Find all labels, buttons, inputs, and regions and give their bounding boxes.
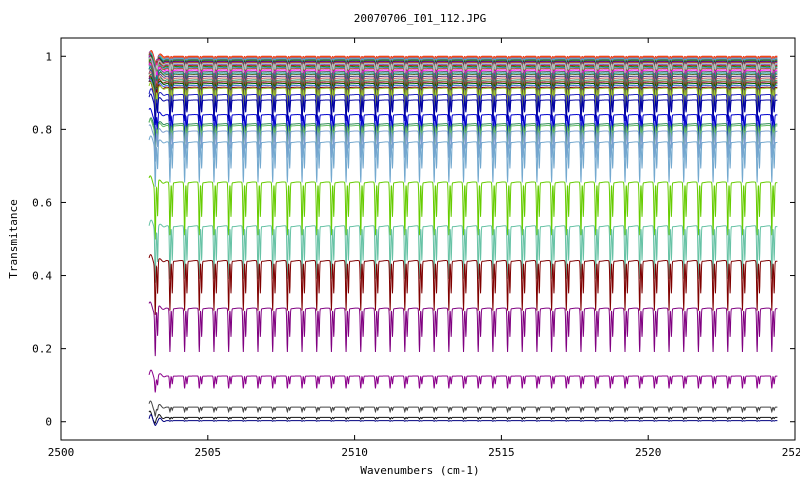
y-axis-tick-label: 1 <box>45 50 52 63</box>
spectrum-series-line <box>148 414 778 426</box>
spectrum-series-line <box>148 219 778 283</box>
x-axis-label: Wavenumbers (cm-1) <box>360 464 479 477</box>
x-axis-tick-label: 2505 <box>195 446 222 459</box>
spectrum-series-line <box>148 301 778 357</box>
x-axis-tick-label: 2510 <box>341 446 368 459</box>
y-axis-tick-label: 0.6 <box>32 196 52 209</box>
y-axis-label: Transmitance <box>7 199 20 278</box>
spectrum-series-line <box>148 56 778 78</box>
y-axis-tick-label: 0.2 <box>32 343 52 356</box>
y-axis-ticks: 0 0.2 0.4 0.6 0.8 1 <box>32 50 795 429</box>
x-axis-tick-label: 2525 <box>782 446 800 459</box>
spectrum-series-line <box>148 135 778 187</box>
spectrum-series-line <box>148 400 778 418</box>
x-axis-tick-label: 2520 <box>635 446 662 459</box>
y-axis-tick-label: 0 <box>45 416 52 429</box>
spectrum-series-line <box>148 175 778 240</box>
chart-title: 20070706_I01_112.JPG <box>354 12 486 25</box>
spectrum-series-line <box>148 410 778 424</box>
spectrum-series-line <box>148 369 778 393</box>
x-axis-ticks: 2500 2505 2510 2515 2520 2525 <box>48 38 800 459</box>
x-axis-tick-label: 2515 <box>488 446 515 459</box>
spectrum-series-line <box>148 254 778 315</box>
x-axis-tick-label: 2500 <box>48 446 75 459</box>
spectrum-series-line <box>148 93 778 124</box>
y-axis-tick-label: 0.4 <box>32 270 52 283</box>
y-axis-tick-label: 0.8 <box>32 123 52 136</box>
plot-frame <box>60 37 796 441</box>
series-layer <box>148 50 778 426</box>
